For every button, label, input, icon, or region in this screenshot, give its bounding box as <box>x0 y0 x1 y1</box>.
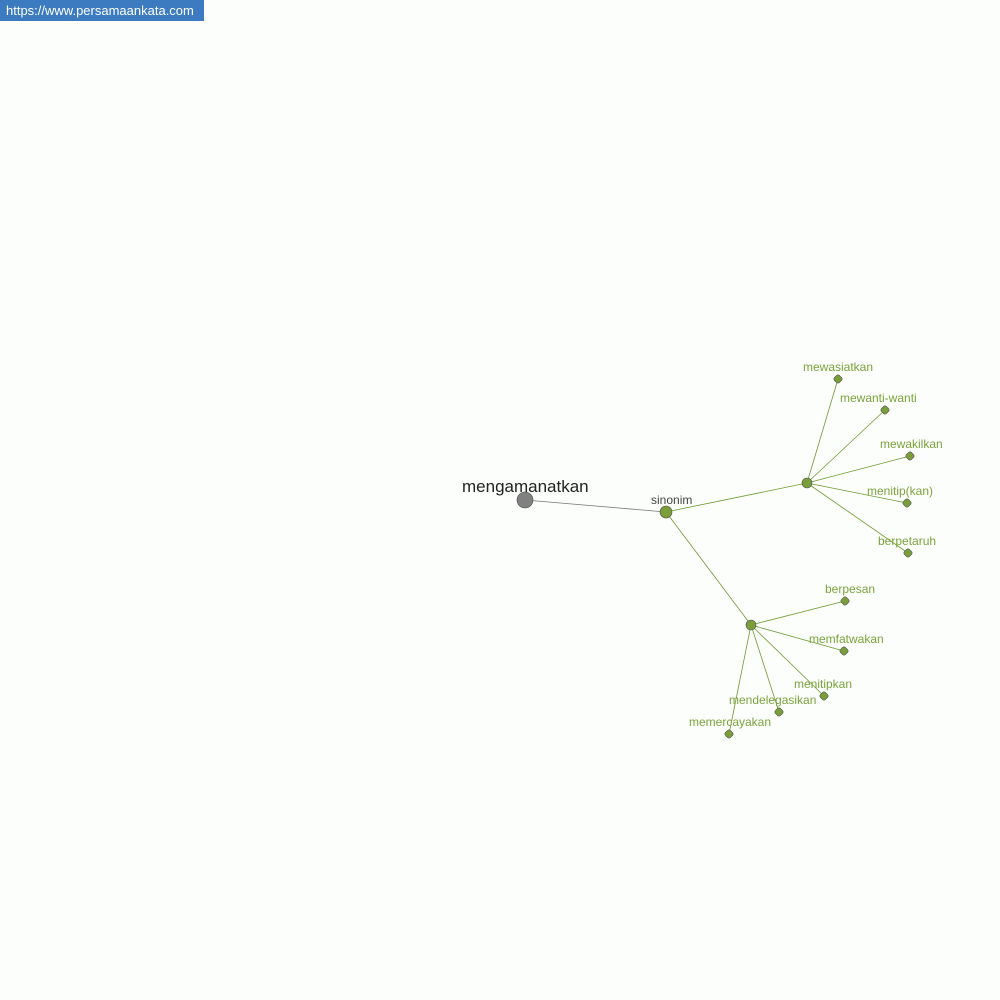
edge-hub-leaf <box>750 600 846 626</box>
synonym-node[interactable] <box>724 729 734 739</box>
synonym-label[interactable]: menitipkan <box>794 677 852 691</box>
relation-label[interactable]: sinonim <box>651 493 692 507</box>
synonym-label[interactable]: mendelegasikan <box>729 693 816 707</box>
synonym-label[interactable]: mewasiatkan <box>803 360 873 374</box>
synonym-node[interactable] <box>819 691 829 701</box>
root-word-label[interactable]: mengamanatkan <box>462 477 589 496</box>
synonym-node[interactable] <box>905 451 915 461</box>
synonym-node[interactable] <box>774 707 784 717</box>
edge-hub-leaf <box>806 409 886 484</box>
synonym-label[interactable]: menitip(kan) <box>867 484 933 498</box>
site-url-banner[interactable]: https://www.persamaankata.com <box>0 0 204 21</box>
edge-hub-leaf <box>750 624 780 713</box>
edge-relation-hub <box>665 482 808 513</box>
synonym-label[interactable]: memfatwakan <box>809 632 884 646</box>
synonym-label[interactable]: memercayakan <box>689 715 771 729</box>
synonym-label[interactable]: mewanti-wanti <box>840 391 917 405</box>
relation-node[interactable] <box>659 505 673 519</box>
edge-hub-leaf <box>750 624 845 652</box>
edge-hub-leaf <box>750 624 825 697</box>
edge-root-relation <box>524 499 667 513</box>
synonym-label[interactable]: berpesan <box>825 582 875 596</box>
edge-hub-leaf <box>728 624 752 735</box>
edge-hub-leaf <box>806 378 839 484</box>
synonym-node[interactable] <box>903 548 913 558</box>
edge-relation-hub <box>665 511 752 626</box>
synonym-node[interactable] <box>840 596 850 606</box>
edge-hub-leaf <box>806 455 911 484</box>
synonym-node[interactable] <box>902 498 912 508</box>
synonym-node[interactable] <box>833 374 843 384</box>
edge-hub-leaf <box>806 482 908 504</box>
root-word-node[interactable] <box>516 491 534 509</box>
synonym-node[interactable] <box>839 646 849 656</box>
synonym-node[interactable] <box>880 405 890 415</box>
synonym-label[interactable]: berpetaruh <box>878 534 936 548</box>
synonym-label[interactable]: mewakilkan <box>880 437 943 451</box>
group-hub-node[interactable] <box>801 477 813 489</box>
group-hub-node[interactable] <box>745 619 757 631</box>
edge-hub-leaf <box>806 482 909 554</box>
